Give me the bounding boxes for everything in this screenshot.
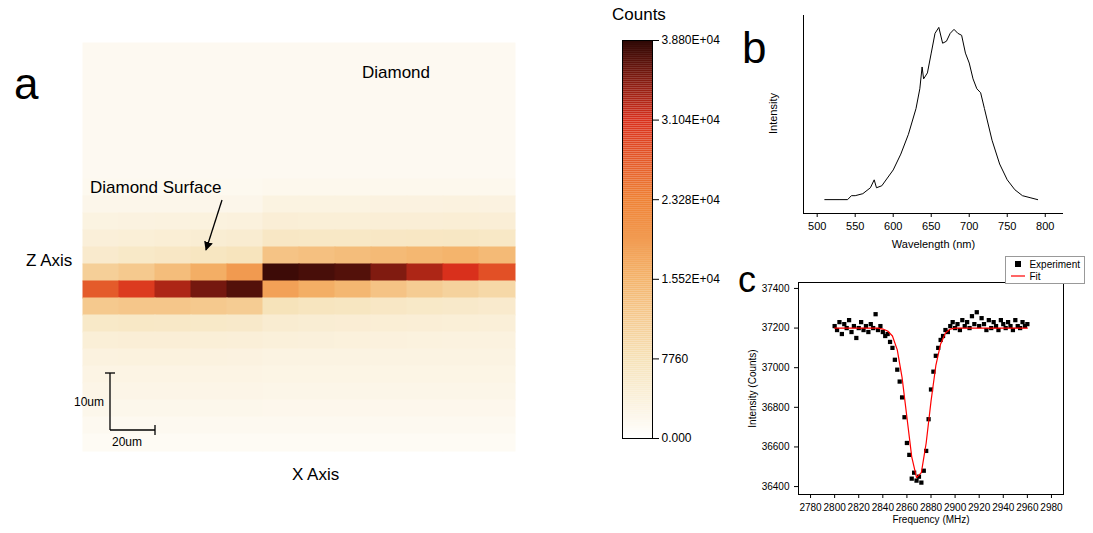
svg-text:2860: 2860 [896, 502, 919, 513]
svg-text:2940: 2940 [992, 502, 1015, 513]
svg-text:2.328E+04: 2.328E+04 [662, 193, 721, 207]
svg-text:600: 600 [884, 220, 902, 232]
html-text:Fit: Fit [1029, 270, 1041, 282]
svg-text:2980: 2980 [1040, 502, 1063, 513]
svg-text:37400: 37400 [762, 283, 790, 294]
svg-text:36800: 36800 [762, 402, 790, 413]
svg-text:2880: 2880 [920, 502, 943, 513]
html-text:Diamond Surface: Diamond Surface [90, 178, 222, 197]
svg-text:Frequency (MHz): Frequency (MHz) [892, 514, 969, 525]
svg-text:3.104E+04: 3.104E+04 [662, 113, 721, 127]
svg-text:2780: 2780 [799, 502, 822, 513]
svg-text:Wavelength (nm): Wavelength (nm) [892, 238, 975, 250]
html-text:Z Axis: Z Axis [26, 251, 73, 270]
html-text:b: b [742, 23, 767, 72]
html-text:X Axis: X Axis [292, 465, 340, 484]
svg-text:2840: 2840 [872, 502, 895, 513]
svg-text:2900: 2900 [944, 502, 967, 513]
svg-text:36400: 36400 [762, 481, 790, 492]
svg-text:36600: 36600 [762, 441, 790, 452]
svg-text:550: 550 [846, 220, 864, 232]
svg-text:7760: 7760 [662, 352, 689, 366]
svg-text:1.552E+04: 1.552E+04 [662, 272, 721, 286]
svg-text:2920: 2920 [968, 502, 991, 513]
svg-text:700: 700 [960, 220, 978, 232]
svg-text:37200: 37200 [762, 322, 790, 333]
svg-text:750: 750 [998, 220, 1016, 232]
svg-text:3.880E+04: 3.880E+04 [662, 33, 721, 47]
svg-text:37000: 37000 [762, 362, 790, 373]
html-text:Diamond: Diamond [362, 63, 430, 82]
svg-text:500: 500 [808, 220, 826, 232]
html-text:c: c [738, 259, 756, 300]
html-text:Experiment: Experiment [1029, 258, 1080, 270]
html-text:Intensity: Intensity [767, 93, 779, 134]
svg-text:Intensity (Counts): Intensity (Counts) [747, 349, 758, 427]
html-text:a: a [14, 59, 39, 108]
svg-text:2800: 2800 [824, 502, 847, 513]
html-text:20um: 20um [112, 435, 142, 449]
svg-text:0.000: 0.000 [662, 431, 692, 445]
svg-text:650: 650 [922, 220, 940, 232]
svg-text:2960: 2960 [1016, 502, 1039, 513]
html-text:Counts: Counts [612, 5, 666, 24]
html-text:10um: 10um [74, 395, 104, 409]
svg-text:800: 800 [1036, 220, 1054, 232]
svg-text:2820: 2820 [848, 502, 871, 513]
